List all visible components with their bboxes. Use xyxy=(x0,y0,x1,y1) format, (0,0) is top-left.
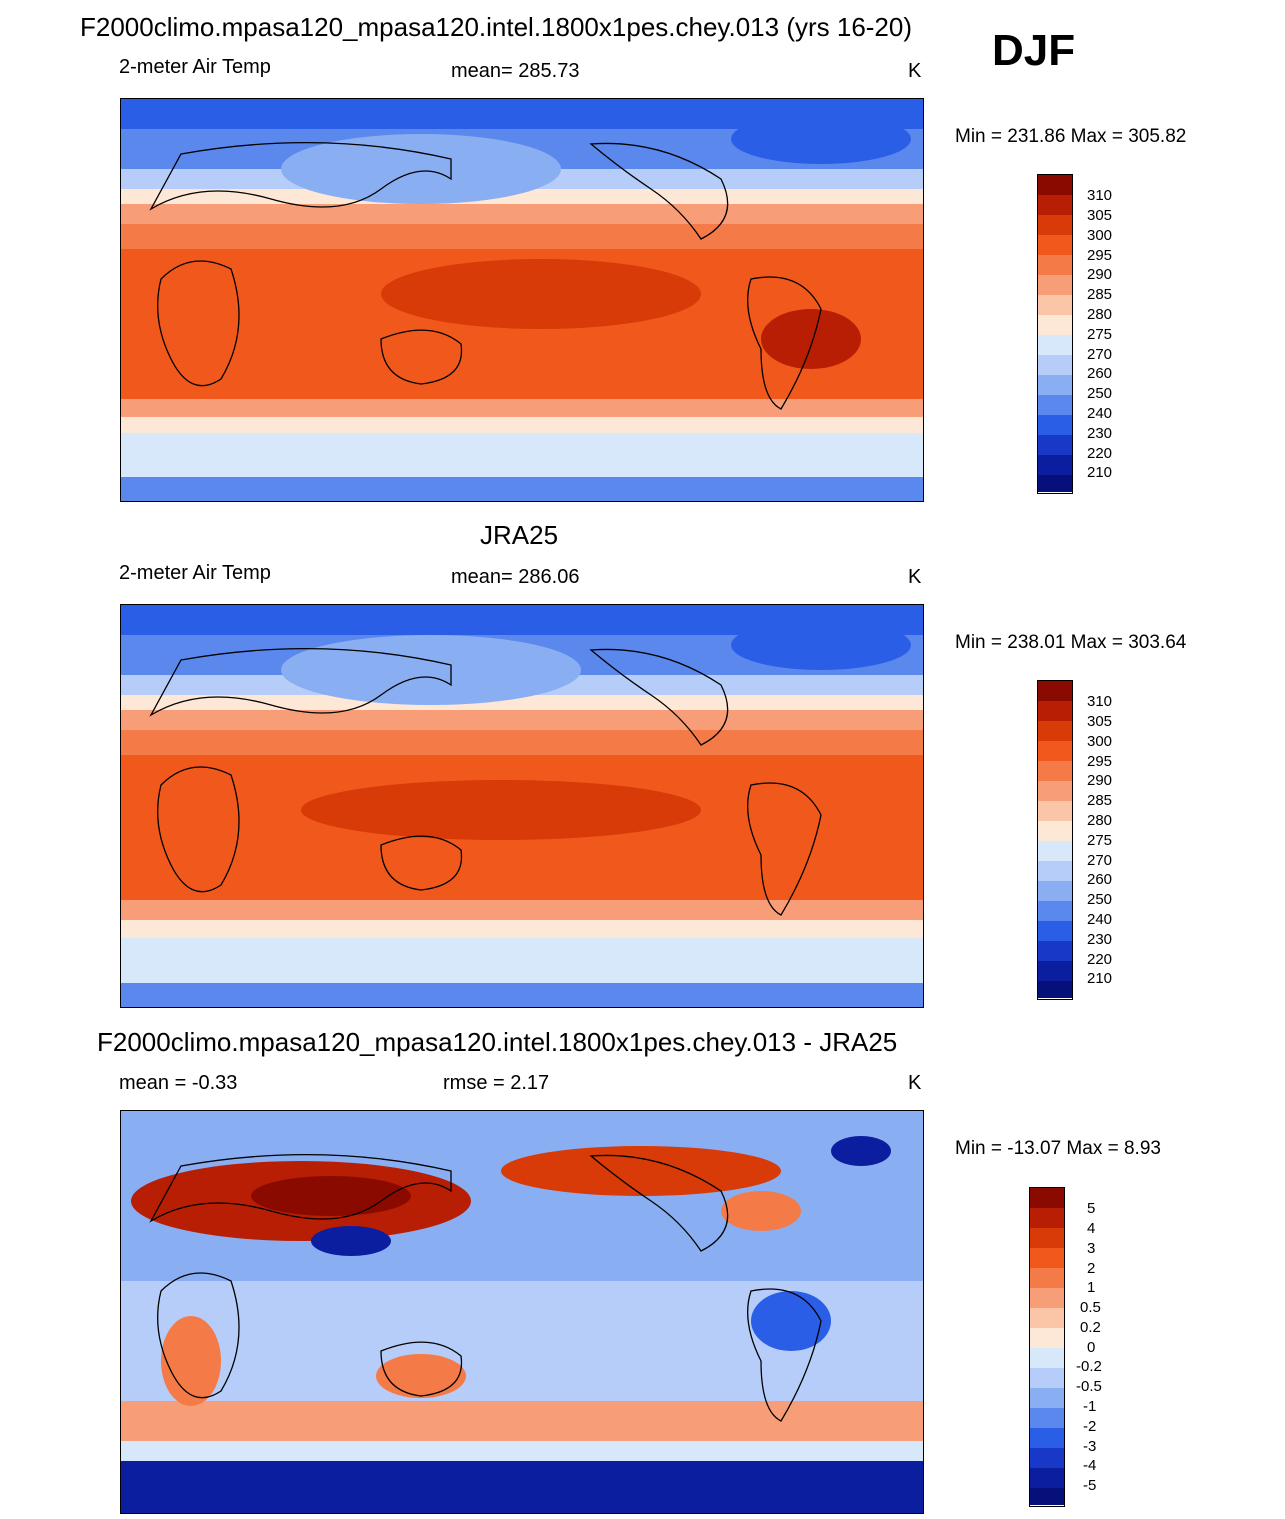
cbar3-tick: -0.2 xyxy=(1076,1358,1102,1375)
cbar1-tick: 250 xyxy=(1087,385,1113,402)
cbar2-tick: 270 xyxy=(1087,852,1113,869)
cbar3-tick: -4 xyxy=(1083,1457,1097,1474)
cbar3-tick: 1 xyxy=(1087,1279,1096,1296)
cbar3-tick: -2 xyxy=(1083,1418,1097,1435)
panel1-map xyxy=(120,98,924,502)
cbar2-tick: 305 xyxy=(1087,713,1113,730)
season-label: DJF xyxy=(992,26,1076,75)
panel1-mean-label: mean= 285.73 xyxy=(451,60,580,82)
cbar2-tick: 310 xyxy=(1087,693,1113,710)
panel3-mean-label: mean = -0.33 xyxy=(119,1072,238,1094)
panel3-title: F2000climo.mpasa120_mpasa120.intel.1800x… xyxy=(97,1027,898,1057)
cbar2-tick: 290 xyxy=(1087,772,1113,789)
cbar3-tick: 5 xyxy=(1087,1200,1096,1217)
cbar3-tick: -0.5 xyxy=(1076,1378,1102,1395)
cbar2-tick: 230 xyxy=(1087,931,1113,948)
cbar1-tick: 280 xyxy=(1087,306,1113,323)
cbar3-tick: 0.2 xyxy=(1080,1319,1101,1336)
panel2-units-label: K xyxy=(908,566,922,588)
cbar1-tick: 305 xyxy=(1087,207,1113,224)
cbar1-tick: 260 xyxy=(1087,365,1113,382)
cbar3-tick: -1 xyxy=(1083,1398,1097,1415)
panel3-map xyxy=(120,1110,924,1514)
panel3-map-svg xyxy=(121,1111,923,1513)
panel2-title: JRA25 xyxy=(480,520,559,550)
cbar3-tick: 2 xyxy=(1087,1260,1096,1277)
cbar1-tick: 210 xyxy=(1087,464,1113,481)
panel1-variable-label: 2-meter Air Temp xyxy=(119,56,271,78)
panel1-map-svg xyxy=(121,99,923,501)
cbar3-tick: -5 xyxy=(1083,1477,1097,1494)
panel2-variable-label: 2-meter Air Temp xyxy=(119,562,271,584)
panel1-units-label: K xyxy=(908,60,922,82)
cbar2-tick: 260 xyxy=(1087,871,1113,888)
cbar2-tick: 210 xyxy=(1087,970,1113,987)
cbar3-tick: 3 xyxy=(1087,1240,1096,1257)
panel3-colorbar xyxy=(1029,1187,1065,1507)
panel3-units-label: K xyxy=(908,1072,922,1094)
cbar1-tick: 310 xyxy=(1087,187,1113,204)
cbar2-tick: 240 xyxy=(1087,911,1113,928)
cbar1-tick: 285 xyxy=(1087,286,1113,303)
cbar3-tick: 4 xyxy=(1087,1220,1096,1237)
cbar1-tick: 295 xyxy=(1087,247,1113,264)
cbar1-tick: 220 xyxy=(1087,445,1113,462)
cbar1-tick: 275 xyxy=(1087,326,1113,343)
cbar2-tick: 275 xyxy=(1087,832,1113,849)
panel1-colorbar xyxy=(1037,174,1073,494)
cbar1-tick: 240 xyxy=(1087,405,1113,422)
panel2-minmax: Min = 238.01 Max = 303.64 xyxy=(955,632,1187,653)
cbar2-tick: 250 xyxy=(1087,891,1113,908)
panel1-minmax: Min = 231.86 Max = 305.82 xyxy=(955,126,1187,147)
cbar2-tick: 285 xyxy=(1087,792,1113,809)
panel2-mean-label: mean= 286.06 xyxy=(451,566,580,588)
cbar2-tick: 280 xyxy=(1087,812,1113,829)
cbar2-tick: 220 xyxy=(1087,951,1113,968)
panel2-map xyxy=(120,604,924,1008)
cbar3-tick: 0.5 xyxy=(1080,1299,1101,1316)
cbar1-tick: 270 xyxy=(1087,346,1113,363)
panel2-map-svg xyxy=(121,605,923,1007)
panel2-colorbar xyxy=(1037,680,1073,1000)
cbar1-tick: 230 xyxy=(1087,425,1113,442)
cbar3-tick: 0 xyxy=(1087,1339,1096,1356)
cbar3-tick: -3 xyxy=(1083,1438,1097,1455)
main-title: F2000climo.mpasa120_mpasa120.intel.1800x… xyxy=(80,12,913,42)
panel3-minmax: Min = -13.07 Max = 8.93 xyxy=(955,1138,1161,1159)
cbar2-tick: 295 xyxy=(1087,753,1113,770)
cbar1-tick: 300 xyxy=(1087,227,1113,244)
cbar2-tick: 300 xyxy=(1087,733,1113,750)
panel3-rmse-label: rmse = 2.17 xyxy=(443,1072,550,1094)
cbar1-tick: 290 xyxy=(1087,266,1113,283)
